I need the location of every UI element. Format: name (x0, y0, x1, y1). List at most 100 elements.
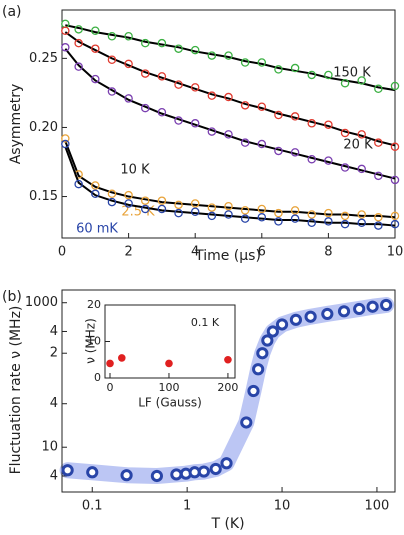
data-point (174, 80, 183, 89)
data-point (220, 457, 233, 470)
data-point (374, 221, 383, 230)
data-point (324, 217, 333, 226)
data-point (257, 102, 267, 111)
data-point (124, 199, 133, 208)
panel-label: (a) (2, 4, 22, 20)
x-tick-label: 0 (107, 381, 114, 394)
data-point (357, 76, 366, 85)
x-tick-label: 10 (387, 245, 404, 260)
data-point (124, 59, 133, 69)
fit-line (64, 146, 396, 227)
data-point (190, 207, 200, 216)
data-point (321, 307, 334, 321)
data-point (240, 101, 250, 110)
data-point (197, 465, 210, 478)
data-point (106, 359, 114, 368)
data-point (118, 354, 126, 362)
data-point (390, 211, 400, 221)
data-point (380, 298, 393, 312)
data-point (324, 70, 333, 80)
y-tick-label: 0.15 (29, 189, 58, 204)
data-point (140, 196, 150, 205)
data-point (207, 203, 217, 212)
y-axis-label: Asymmetry (8, 84, 24, 165)
y-tick-label: 20 (87, 298, 101, 311)
data-point (174, 208, 183, 218)
data-point (74, 25, 83, 34)
data-point (107, 32, 117, 41)
data-point (390, 219, 400, 229)
x-tick-label: 6 (258, 245, 266, 260)
y-tick-label: 10 (87, 335, 101, 348)
data-point (140, 38, 150, 48)
data-point (61, 134, 70, 143)
data-point (290, 214, 300, 223)
x-tick-label: 2 (124, 245, 132, 260)
data-point (170, 468, 183, 481)
y-tick-label: 4 (50, 396, 58, 411)
panel: 0 2 4 6 8 10 0.15 0.20 0.25 Time (μs) Asymmetry (a)… (2, 4, 403, 264)
data-point (357, 130, 366, 139)
data-point (274, 110, 283, 120)
data-point (307, 210, 316, 219)
data-point (61, 464, 74, 477)
data-point (366, 300, 379, 313)
data-point (252, 363, 265, 376)
data-point (157, 72, 167, 81)
data-point (390, 142, 400, 152)
x-axis-label: LF (Gauss) (138, 396, 202, 410)
data-point (61, 43, 70, 52)
data-point (157, 196, 167, 205)
data-point (324, 156, 333, 165)
x-tick-label: 4 (191, 245, 199, 260)
data-point (207, 127, 217, 136)
series-label: 150 K (333, 66, 371, 81)
data-point (290, 148, 300, 157)
data-point (307, 154, 316, 164)
data-point (357, 164, 366, 174)
data-point (257, 213, 267, 222)
x-tick-label: 8 (324, 245, 332, 260)
data-point (257, 139, 267, 149)
data-point (357, 218, 366, 228)
data-point (374, 84, 383, 94)
y-tick-label: 4 (50, 468, 58, 483)
data-point (91, 44, 100, 53)
data-point (290, 112, 300, 121)
data-point (340, 219, 350, 229)
y-tick-label: 2 (50, 346, 58, 361)
y-axis-label: ν (MHz) (84, 318, 98, 364)
data-point (337, 305, 351, 318)
data-point (374, 213, 383, 222)
data-point (157, 38, 167, 48)
data-point (120, 469, 133, 482)
y-tick-label: 0 (94, 371, 101, 384)
data-point (307, 70, 316, 80)
data-point (289, 313, 303, 326)
data-point (304, 310, 317, 323)
x-axis-label: Time (μs) (194, 248, 261, 264)
data-point (107, 55, 117, 64)
data-point (340, 128, 350, 138)
series-label: 20 K (343, 138, 373, 153)
fit-line (64, 140, 396, 219)
data-point (257, 204, 267, 214)
y-tick-label: 0.25 (29, 51, 58, 66)
data-point (224, 210, 233, 219)
data-point (224, 92, 233, 102)
data-point (207, 211, 217, 221)
data-point (91, 181, 100, 190)
data-point (207, 91, 217, 100)
data-point (240, 138, 250, 147)
data-point (224, 355, 232, 364)
data-point (174, 200, 183, 210)
data-point (91, 26, 100, 35)
data-point (324, 208, 333, 218)
data-point (275, 318, 289, 331)
data-point (86, 466, 99, 479)
data-point (140, 103, 150, 113)
data-point (374, 171, 383, 181)
plot-frame (61, 9, 396, 239)
data-point (261, 334, 274, 347)
